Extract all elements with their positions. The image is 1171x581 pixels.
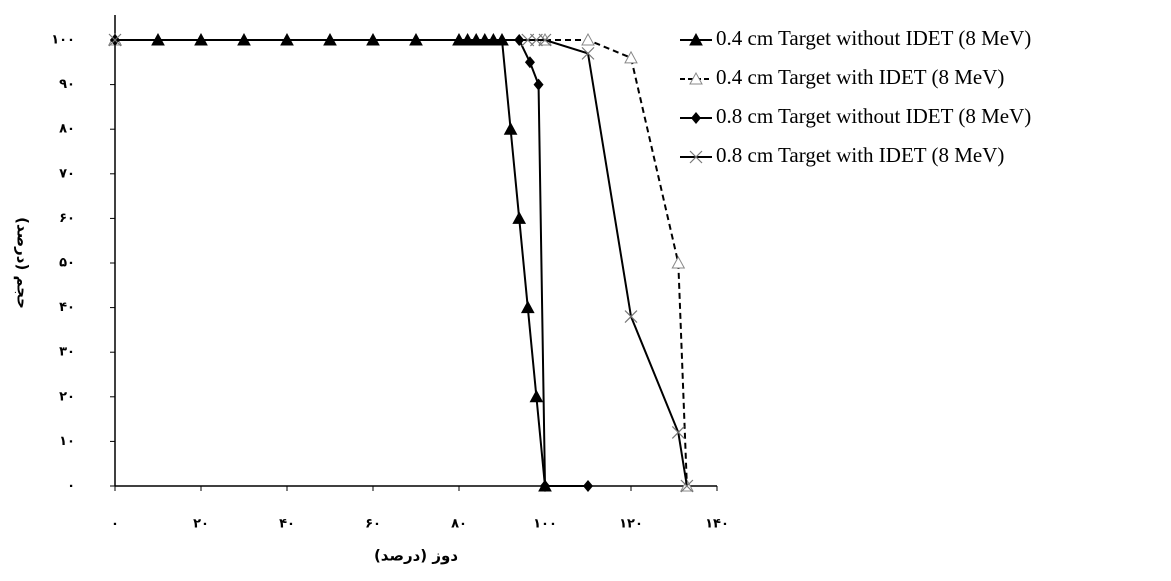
legend-marker <box>691 112 701 124</box>
y-tick-label: ۱۰ <box>59 434 75 449</box>
series-line <box>115 39 588 487</box>
marker <box>671 426 685 439</box>
series-line <box>115 39 688 487</box>
marker <box>538 33 552 47</box>
marker <box>529 389 544 403</box>
legend-marker <box>689 150 703 164</box>
x-tick-label: ۱۲۰ <box>619 517 643 532</box>
y-tick-label: ۰ <box>67 479 75 494</box>
x-axis-label: دوز (درصد) <box>374 547 458 565</box>
marker <box>503 122 518 135</box>
y-tick-label: ۹۰ <box>59 77 75 92</box>
y-tick-label: ۳۰ <box>59 345 75 360</box>
y-tick-label: ۷۰ <box>59 166 75 181</box>
series-line <box>115 39 546 487</box>
y-tick-label: ۱۰۰ <box>51 33 75 48</box>
y-axis-label: حجم (درصد) <box>14 217 32 309</box>
x-tick-label: ۴۰ <box>279 517 295 532</box>
x-tick-label: ۱۰۰ <box>533 517 557 532</box>
marker <box>581 32 595 46</box>
marker <box>108 33 122 47</box>
marker <box>524 56 535 69</box>
x-tick-label: ۲۰ <box>193 517 209 532</box>
marker <box>680 479 694 493</box>
marker <box>540 480 550 492</box>
marker <box>512 211 527 224</box>
marker <box>624 310 638 323</box>
legend-label: 0.8 cm Target without IDET (8 MeV) <box>716 104 1031 128</box>
legend-label: 0.8 cm Target with IDET (8 MeV) <box>716 143 1004 167</box>
legend-label: 0.4 cm Target with IDET (8 MeV) <box>716 65 1004 89</box>
marker <box>533 78 544 91</box>
legend-marker <box>689 71 703 85</box>
y-tick-label: ۶۰ <box>59 211 75 226</box>
y-tick-label: ۸۰ <box>59 122 75 137</box>
marker <box>581 46 595 60</box>
marker <box>671 255 686 269</box>
marker <box>520 300 535 314</box>
x-tick-label: ۶۰ <box>365 517 381 532</box>
x-tick-label: ۸۰ <box>451 517 467 532</box>
y-tick-label: ۴۰ <box>59 300 75 315</box>
marker <box>583 480 593 492</box>
y-tick-label: ۲۰ <box>59 389 75 404</box>
series-line <box>115 39 688 487</box>
legend-marker <box>689 32 703 46</box>
marker <box>624 50 638 64</box>
legend-label: 0.4 cm Target without IDET (8 MeV) <box>716 26 1031 50</box>
x-tick-label: ۰ <box>111 517 119 532</box>
y-tick-label: ۵۰ <box>59 256 75 271</box>
x-tick-label: ۱۴۰ <box>705 517 729 532</box>
